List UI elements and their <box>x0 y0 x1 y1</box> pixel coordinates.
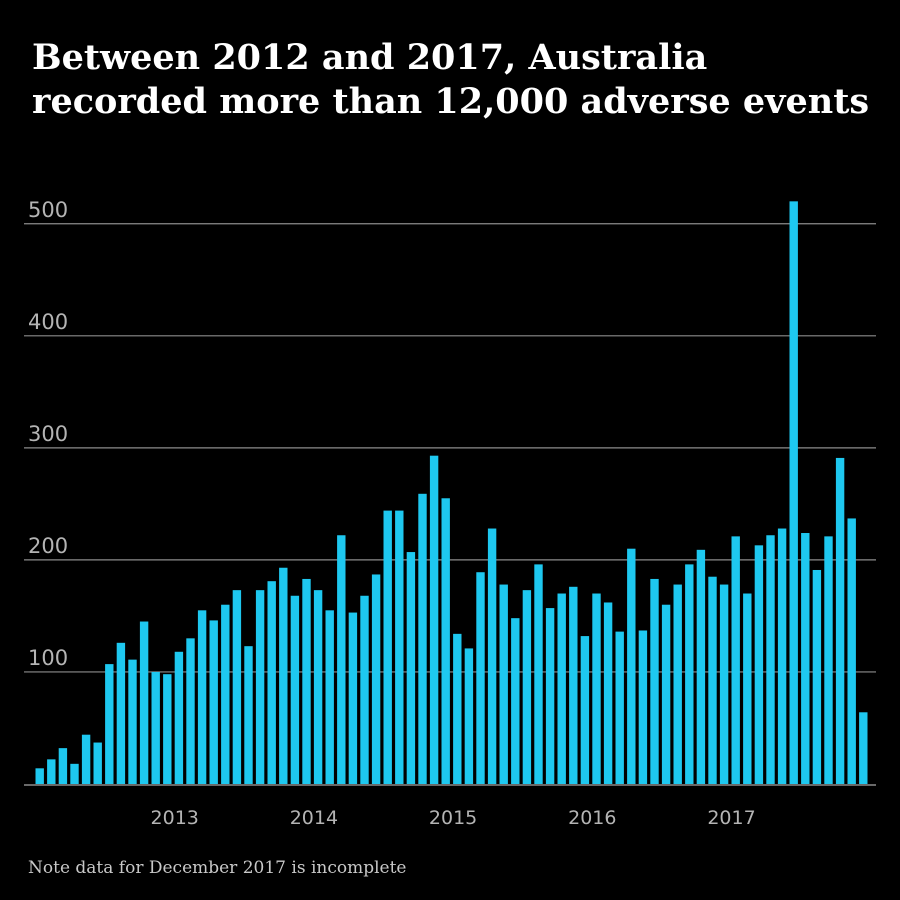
bar <box>824 536 833 784</box>
bar <box>255 590 265 784</box>
bar <box>638 630 648 784</box>
bar <box>70 763 79 784</box>
bar <box>186 638 195 784</box>
bar <box>592 593 601 784</box>
bar <box>650 578 659 784</box>
y-tick-label: 400 <box>28 310 68 334</box>
bar <box>847 518 856 784</box>
chart-title-line-1: Between 2012 and 2017, Australia <box>32 37 708 78</box>
bar <box>766 535 775 784</box>
x-axis-ticks: 2013 2014 2015 2016 2017 <box>151 807 756 829</box>
bar <box>406 552 416 784</box>
bar <box>174 651 184 784</box>
bar <box>835 457 845 784</box>
bar <box>267 581 276 784</box>
bar <box>522 590 532 784</box>
bar <box>464 648 474 784</box>
bar <box>371 574 381 784</box>
y-tick-label: 100 <box>28 646 68 670</box>
bar <box>743 593 752 784</box>
bar <box>279 567 288 784</box>
bar <box>627 548 636 784</box>
bar <box>557 593 566 784</box>
bar <box>93 742 102 784</box>
chart-title: Between 2012 and 2017, Australia recorde… <box>32 36 882 124</box>
bar <box>116 642 126 784</box>
bar <box>128 659 137 784</box>
bar <box>429 455 439 784</box>
bar <box>302 578 311 784</box>
bar <box>801 533 810 784</box>
bar <box>151 671 160 784</box>
chart-title-line-2: recorded more than 12,000 adverse events <box>32 81 870 122</box>
bar <box>383 510 392 784</box>
bar <box>58 748 68 784</box>
bar <box>777 528 787 784</box>
bar <box>418 493 427 784</box>
bar <box>47 759 56 784</box>
y-tick-label: 500 <box>28 198 68 222</box>
bar <box>696 549 706 784</box>
bar <box>615 631 624 784</box>
gridlines: 100 200 300 400 500 <box>24 198 876 786</box>
y-tick-label: 200 <box>28 534 68 558</box>
bar <box>348 612 358 784</box>
bar <box>685 564 694 784</box>
bar <box>163 674 172 784</box>
bar <box>859 712 868 784</box>
x-tick-label: 2016 <box>568 807 616 829</box>
bar <box>197 610 207 784</box>
bar <box>661 604 671 784</box>
bar <box>441 498 450 784</box>
bar <box>105 664 114 784</box>
y-tick-label: 300 <box>28 422 68 446</box>
bar <box>81 734 91 784</box>
bar <box>395 510 404 784</box>
bar <box>580 636 590 784</box>
x-tick-label: 2015 <box>429 807 477 829</box>
bar <box>603 602 613 784</box>
bar <box>209 620 218 784</box>
bars <box>35 201 868 785</box>
x-tick-label: 2013 <box>151 807 199 829</box>
bar <box>476 572 485 784</box>
bar <box>673 584 682 784</box>
bar <box>453 633 462 784</box>
footnote: Note data for December 2017 is incomplet… <box>28 858 407 878</box>
bar <box>812 569 822 784</box>
bar <box>221 604 230 784</box>
bar <box>139 621 149 784</box>
bar <box>789 201 798 785</box>
bar <box>708 576 717 784</box>
bar <box>337 535 346 784</box>
x-tick-label: 2014 <box>290 807 338 829</box>
bar <box>325 610 334 784</box>
bar <box>290 595 300 784</box>
bar <box>499 584 508 784</box>
bar <box>487 528 497 784</box>
x-tick-label: 2017 <box>707 807 755 829</box>
bar <box>244 646 253 784</box>
bar <box>731 536 740 784</box>
bar <box>719 584 729 784</box>
bar <box>754 545 764 784</box>
bar <box>569 586 578 784</box>
bar <box>545 608 555 784</box>
bar <box>313 590 323 784</box>
bar <box>511 618 520 784</box>
bar <box>232 590 242 784</box>
bar <box>534 564 543 784</box>
bar <box>35 768 44 784</box>
bar <box>360 595 369 784</box>
